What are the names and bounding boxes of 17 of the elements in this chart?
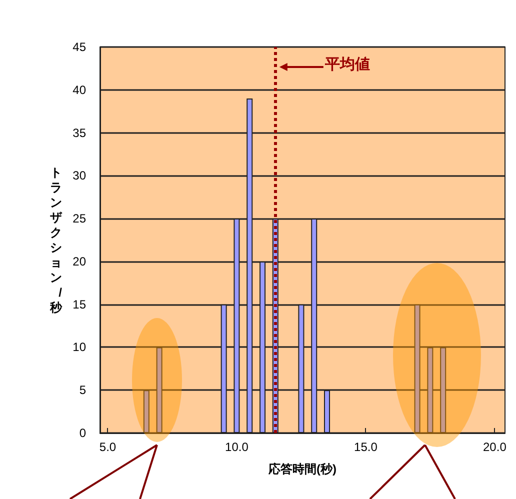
y-tick-label: 45 [72, 40, 86, 54]
y-tick-label: 5 [79, 383, 86, 398]
y-tick-label: 15 [72, 297, 86, 312]
y-tick-label: 20 [72, 254, 86, 268]
y-tick-label: 40 [72, 82, 86, 97]
x-axis-title: 応答時間(秒) [268, 462, 336, 476]
y-tick-label: 10 [72, 340, 86, 354]
ref-line-label: 平均値 [324, 56, 370, 73]
x-tick-label: 20.0 [483, 440, 507, 454]
x-tick-label: 10.0 [225, 440, 249, 454]
y-tick-label: 0 [79, 426, 86, 440]
y-tick-label: 30 [72, 168, 86, 183]
x-tick-label: 15.0 [354, 440, 378, 454]
y-tick-label: 25 [72, 212, 86, 226]
text: トランザクション/秒 [50, 166, 62, 314]
x-tick-label: 5.0 [99, 440, 116, 454]
y-tick-label: 35 [72, 126, 86, 140]
